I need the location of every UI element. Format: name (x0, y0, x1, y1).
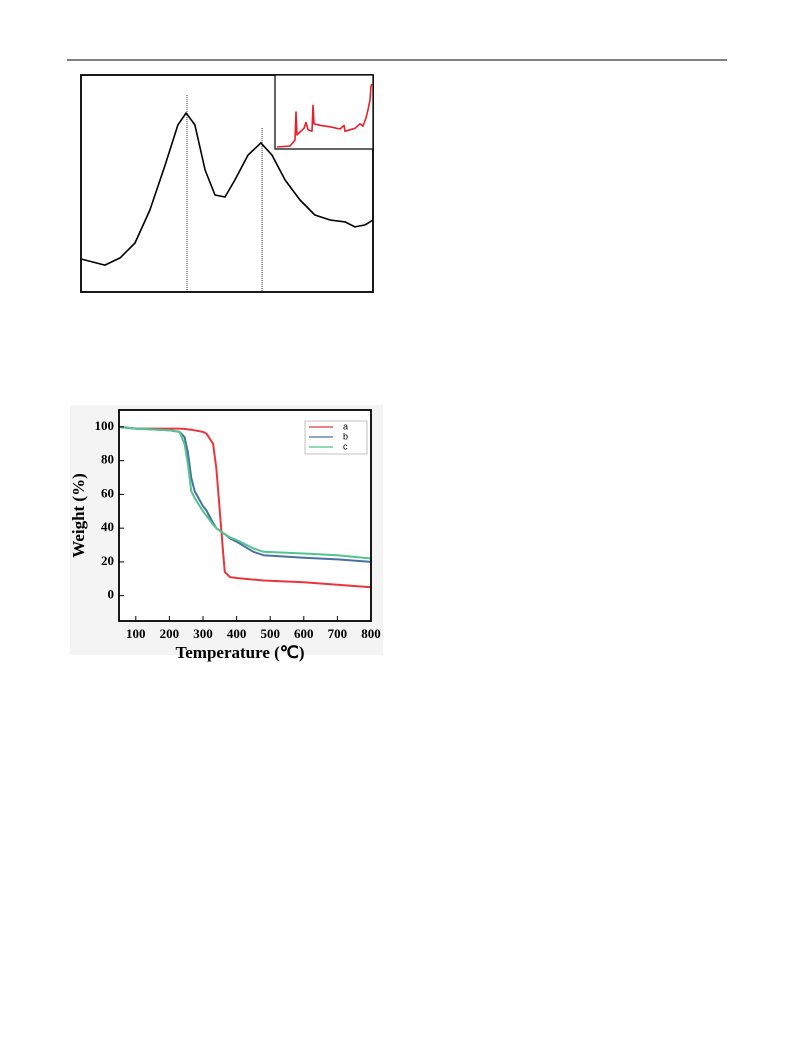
x-axis-title: Temperature (℃) (175, 643, 304, 662)
y-axis-title: Weight (%) (69, 473, 88, 558)
x-tick-label: 600 (294, 626, 314, 641)
legend-label: b (343, 431, 348, 441)
y-tick-label: 100 (95, 418, 115, 433)
y-tick-label: 20 (101, 553, 114, 568)
plot-area (275, 75, 373, 149)
x-tick-label: 800 (361, 626, 381, 641)
plot-frame (118, 409, 372, 622)
x-tick-label: 200 (160, 626, 180, 641)
data-line (118, 425, 372, 560)
plot-frame (274, 74, 374, 150)
data-line (80, 112, 374, 266)
x-tick-label: 100 (126, 626, 146, 641)
y-tick-label: 40 (101, 519, 114, 534)
y-tick-label: 80 (101, 452, 114, 467)
y-tick-label: 60 (101, 485, 114, 500)
y-tick-label: 0 (108, 587, 115, 602)
data-line (118, 425, 372, 589)
legend-label: c (343, 441, 348, 451)
x-tick-label: 300 (193, 626, 213, 641)
plot-frame (80, 74, 374, 293)
x-tick-label: 500 (260, 626, 280, 641)
legend: abc (304, 420, 368, 455)
x-tick-label: 400 (227, 626, 247, 641)
legend-label: a (343, 421, 348, 431)
x-tick-label: 700 (328, 626, 348, 641)
data-line (276, 83, 373, 148)
